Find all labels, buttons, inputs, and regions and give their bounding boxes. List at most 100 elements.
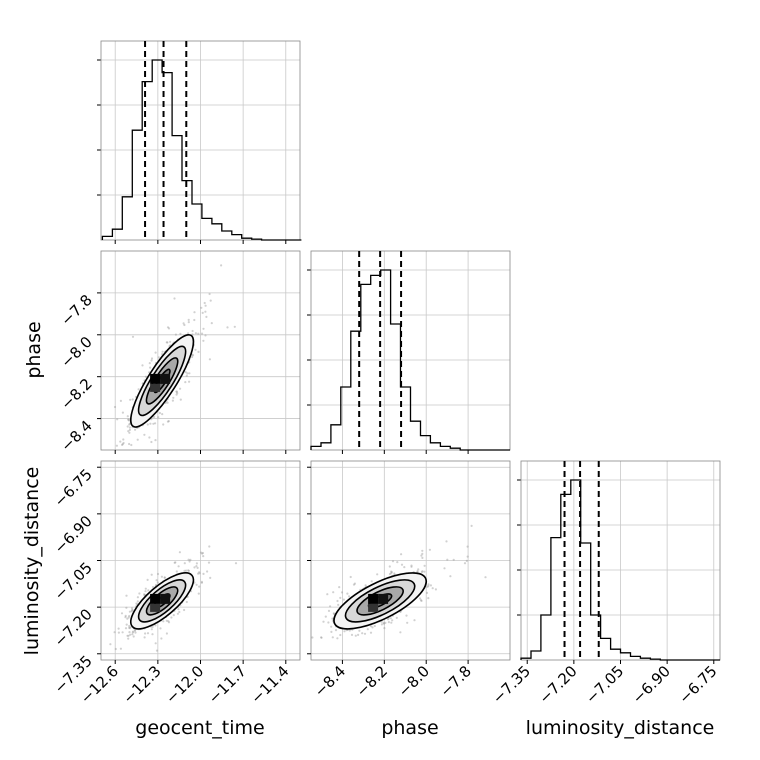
sample-point [193, 566, 196, 569]
sample-point [159, 627, 162, 630]
sample-point [429, 584, 432, 587]
sample-point [336, 599, 339, 603]
sample-point [125, 623, 128, 626]
sample-point [203, 301, 206, 305]
sample-point [136, 438, 139, 441]
x-tick-label: −11.4 [247, 662, 292, 707]
x-tick-label: −7.05 [582, 662, 627, 707]
sample-point [128, 626, 131, 629]
sample-point [400, 553, 403, 556]
sample-point [162, 423, 165, 426]
sample-point [166, 420, 170, 423]
sample-point [320, 636, 323, 639]
sample-point [156, 572, 160, 576]
sample-point [354, 634, 357, 637]
sample-point [391, 619, 394, 622]
sample-point [390, 621, 393, 624]
sample-point [331, 636, 334, 639]
sample-point [410, 565, 413, 568]
sample-point [127, 430, 130, 433]
sample-point [160, 637, 163, 640]
sample-point [131, 609, 134, 612]
sample-point [134, 428, 137, 431]
sample-point [191, 353, 194, 356]
sample-point [158, 411, 161, 415]
sample-point [171, 399, 174, 402]
sample-point [151, 625, 154, 629]
sample-point [340, 591, 344, 594]
x-axis-label-luminosity-distance: luminosity_distance [526, 717, 715, 739]
sample-point [427, 597, 430, 600]
sample-point [135, 602, 138, 605]
sample-point [166, 326, 170, 329]
sample-point [311, 636, 314, 639]
sample-point [131, 608, 134, 612]
sample-point [390, 572, 393, 575]
sample-point [376, 573, 379, 576]
sample-point [187, 558, 190, 561]
sample-point [421, 570, 424, 573]
sample-point [320, 636, 323, 639]
sample-point [193, 311, 196, 314]
sample-point [128, 419, 131, 422]
sample-point [157, 356, 160, 359]
density-core-cell [150, 383, 161, 392]
sample-point [128, 423, 131, 426]
sample-point [421, 549, 424, 552]
sample-point [156, 581, 159, 584]
sample-point [427, 583, 430, 586]
sample-point [127, 418, 130, 421]
sample-point [176, 612, 179, 615]
sample-point [443, 567, 446, 570]
sample-point [191, 329, 194, 333]
sample-point [417, 568, 420, 571]
sample-point [162, 620, 165, 623]
sample-point [128, 442, 131, 446]
sample-point [183, 608, 186, 612]
sample-point [349, 575, 352, 579]
sample-point [128, 426, 131, 429]
x-tick-label: −8.4 [311, 662, 349, 700]
sample-point [117, 631, 120, 634]
sample-point [126, 415, 129, 418]
sample-point [342, 598, 345, 601]
sample-point [119, 647, 122, 650]
sample-point [361, 632, 364, 635]
sample-point [163, 576, 166, 579]
sample-point [183, 569, 186, 573]
x-tick-label: −6.90 [629, 662, 674, 707]
sample-point [134, 631, 137, 634]
sample-point [169, 340, 172, 343]
sample-point [144, 632, 147, 635]
sample-point [183, 562, 186, 565]
sample-point [327, 609, 331, 613]
sample-point [131, 631, 134, 634]
x-tick-label: −6.75 [675, 662, 720, 707]
x-tick-label: −11.7 [205, 662, 250, 707]
sample-point [463, 562, 467, 565]
sample-point [363, 632, 367, 635]
sample-point [144, 590, 147, 593]
sample-point [350, 633, 354, 637]
sample-point [127, 418, 130, 421]
sample-point [322, 620, 325, 623]
sample-point [425, 591, 429, 595]
sample-point [452, 558, 455, 561]
sample-point [206, 570, 209, 573]
sample-point [196, 566, 199, 570]
sample-point [339, 633, 342, 637]
y-axis-label-luminosity-distance: luminosity_distance [21, 467, 43, 656]
sample-point [179, 332, 182, 335]
sample-point [187, 321, 190, 324]
sample-point [413, 619, 416, 622]
histogram-step-luminosity_distance [520, 479, 720, 661]
sample-point [352, 583, 356, 586]
density-core-cell [378, 593, 389, 604]
sample-point [177, 565, 180, 568]
sample-point [133, 629, 137, 632]
sample-point [484, 576, 487, 579]
sample-point [128, 631, 131, 634]
sample-point [167, 420, 170, 423]
sample-point [143, 636, 146, 639]
